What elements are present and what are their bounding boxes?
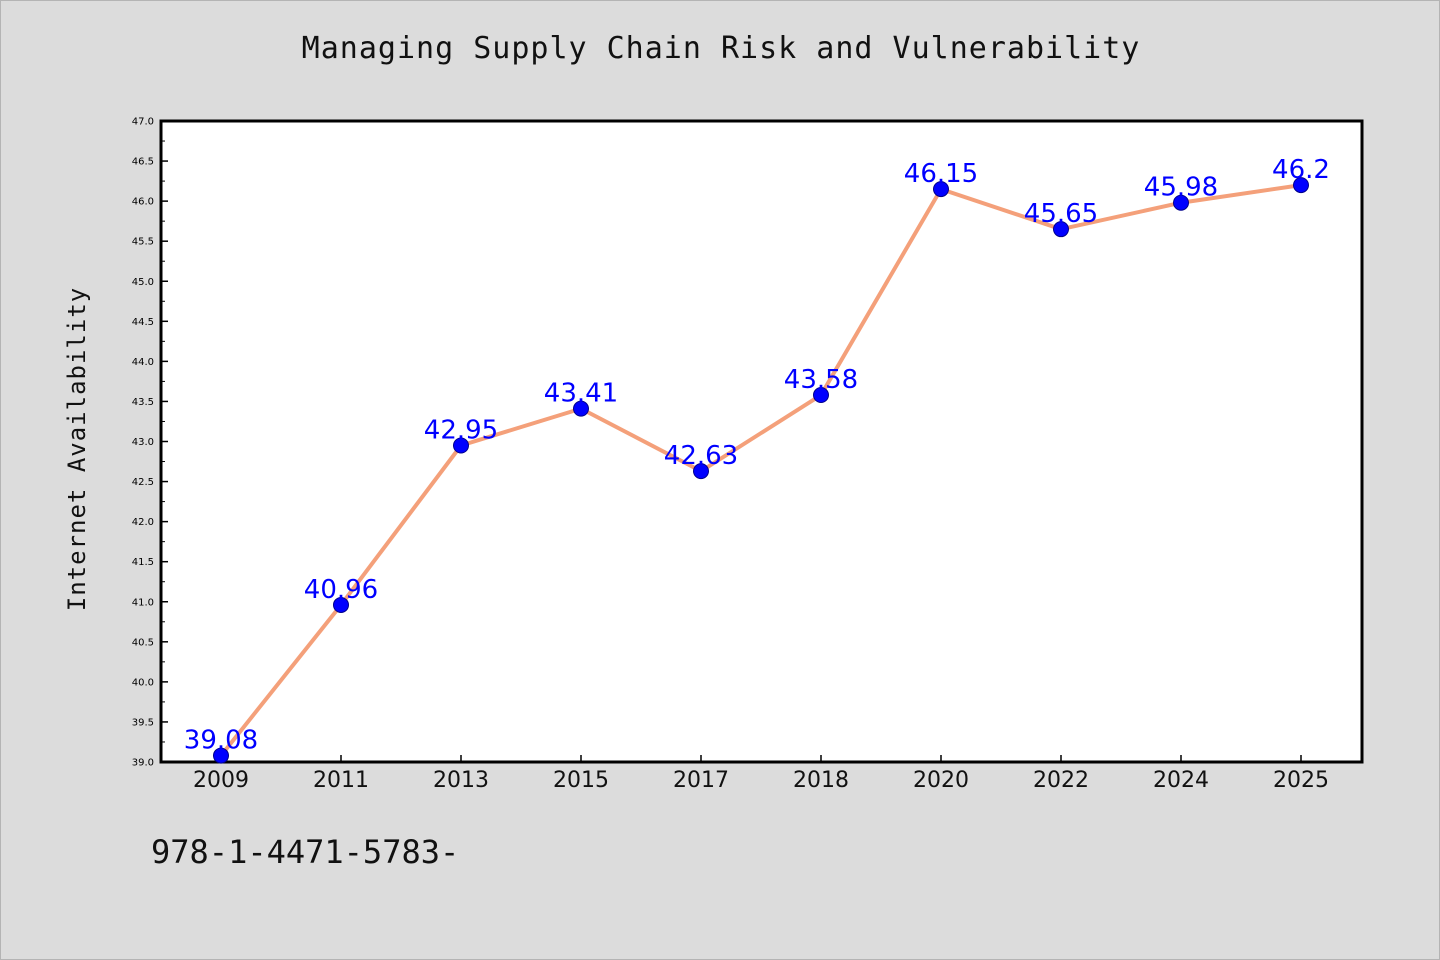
y-tick-label: 39.0 — [132, 758, 154, 769]
y-tick-label: 46.0 — [132, 197, 154, 208]
x-tick-label: 2025 — [1273, 768, 1329, 793]
data-label: 46.2 — [1272, 155, 1330, 185]
data-labels-group: 39.08 40.96 42.95 43.41 42.63 43.58 46.15 45.65… — [184, 155, 1330, 755]
x-tick-label: 2018 — [793, 768, 849, 793]
y-tick-label: 40.5 — [132, 637, 154, 648]
y-tick-label: 43.5 — [132, 397, 154, 408]
y-tick-label: 47.0 — [132, 117, 154, 128]
y-tick-label: 41.5 — [132, 557, 154, 568]
data-point — [933, 181, 949, 198]
data-point — [333, 596, 349, 613]
series-line-group — [219, 183, 1303, 758]
y-tick-label: 42.0 — [132, 517, 154, 528]
data-point — [693, 463, 709, 480]
y-tick-label: 39.5 — [132, 717, 154, 728]
y-tick-label: 44.5 — [132, 317, 154, 328]
data-point — [213, 747, 229, 764]
y-tick-label: 42.5 — [132, 477, 154, 488]
data-point — [1173, 194, 1189, 211]
data-point — [1053, 221, 1069, 238]
y-axis-ticks: 39.0 39.5 40.0 40.5 41.0 41.5 42.0 42.5 43.0 43.5… — [132, 117, 168, 769]
x-tick-label: 2011 — [313, 768, 369, 793]
y-tick-label: 43.0 — [132, 437, 154, 448]
y-tick-label: 46.5 — [132, 157, 154, 168]
x-tick-label: 2020 — [913, 768, 969, 793]
x-tick-label: 2009 — [193, 768, 249, 793]
y-tick-label: 44.0 — [132, 357, 154, 368]
data-label: 43.41 — [544, 379, 618, 409]
data-label: 43.58 — [784, 365, 858, 395]
y-tick-label: 41.0 — [132, 597, 154, 608]
data-label: 42.95 — [424, 416, 498, 446]
x-axis-ticks: 2009 2011 2013 2015 2017 2018 2020 2022 2024 2025 — [193, 755, 1329, 793]
series-line — [219, 183, 1303, 758]
data-label: 40.96 — [304, 575, 378, 605]
footnote-text: 978-1-4471-5783- — [151, 833, 460, 871]
data-label: 45.98 — [1144, 173, 1218, 203]
data-point — [573, 400, 589, 417]
y-tick-label: 40.0 — [132, 677, 154, 688]
series-points-group — [213, 177, 1309, 764]
data-point — [1293, 177, 1309, 194]
data-point — [453, 437, 469, 454]
x-tick-label: 2013 — [433, 768, 489, 793]
y-tick-label: 45.0 — [132, 277, 154, 288]
x-tick-label: 2024 — [1153, 768, 1209, 793]
data-point — [813, 387, 829, 404]
data-label: 46.15 — [904, 159, 978, 189]
chart-title: Managing Supply Chain Risk and Vulnerabi… — [301, 31, 1141, 66]
x-tick-label: 2017 — [673, 768, 729, 793]
x-tick-label: 2015 — [553, 768, 609, 793]
data-label: 45.65 — [1024, 199, 1098, 229]
y-tick-label: 45.5 — [132, 237, 154, 248]
data-label: 39.08 — [184, 726, 258, 756]
x-tick-label: 2022 — [1033, 768, 1089, 793]
data-label: 42.63 — [664, 441, 738, 471]
plot-area — [159, 119, 1364, 764]
